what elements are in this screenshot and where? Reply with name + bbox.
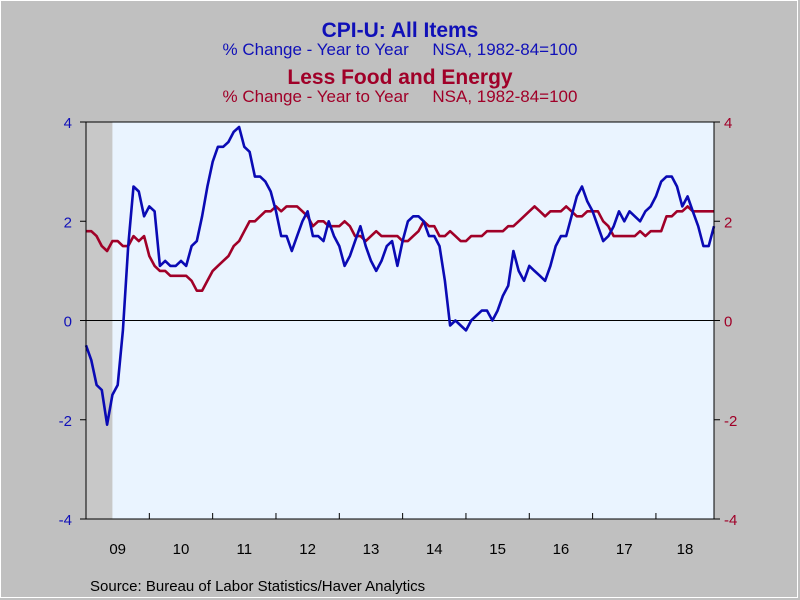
y-tick-label-right: 4 [724, 115, 732, 132]
series-line-1 [84, 125, 716, 427]
x-tick-label: 14 [426, 541, 443, 558]
x-tick-label: 16 [553, 541, 570, 558]
y-tick-label: 2 [64, 214, 72, 231]
x-tick-label: 17 [616, 541, 633, 558]
y-tick-label: -4 [59, 512, 72, 529]
series-layer [84, 125, 716, 427]
x-tick-label: 09 [109, 541, 126, 558]
chart-subtitle: % Change - Year to Year NSA, 1982-84=100 [222, 40, 578, 59]
x-tick-label: 10 [173, 541, 190, 558]
chart-subtitle-2: % Change - Year to Year NSA, 1982-84=100 [222, 87, 578, 106]
x-tick-label: 12 [299, 541, 316, 558]
series-line-2 [86, 205, 714, 293]
source-note: Source: Bureau of Labor Statistics/Haver… [90, 578, 426, 595]
chart-title-2: Less Food and Energy [287, 66, 513, 89]
x-tick-label: 11 [237, 541, 253, 558]
x-tick-label: 13 [363, 541, 380, 558]
y-tick-label-right: -4 [724, 512, 737, 529]
y-tick-label-right: -2 [724, 413, 737, 430]
y-axis-left: 4 2 0 -2 -4 [59, 115, 86, 529]
chart-title: CPI-U: All Items [321, 19, 479, 42]
y-tick-label-right: 0 [724, 314, 732, 331]
y-tick-label: 0 [64, 314, 72, 331]
x-axis: 09 10 11 12 13 14 15 16 17 18 [85, 513, 694, 558]
x-tick-label: 18 [677, 541, 694, 558]
x-tick-label: 15 [489, 541, 506, 558]
y-tick-label: -2 [59, 413, 72, 430]
y-tick-label-right: 2 [724, 214, 732, 231]
y-axis-right: 4 2 0 -2 -4 [714, 115, 737, 529]
y-tick-label: 4 [64, 115, 72, 132]
